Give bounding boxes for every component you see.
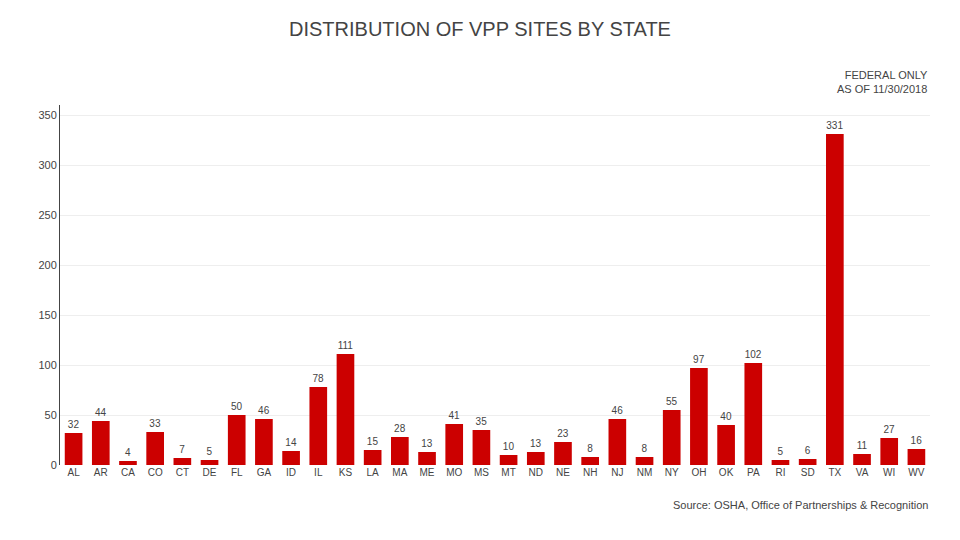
svg-text:46: 46 (612, 405, 624, 416)
svg-text:ND: ND (529, 467, 543, 478)
svg-text:DISTRIBUTION OF VPP SITES BY S: DISTRIBUTION OF VPP SITES BY STATE (289, 18, 671, 40)
svg-text:33: 33 (149, 418, 161, 429)
svg-text:NM: NM (637, 467, 653, 478)
svg-text:102: 102 (745, 349, 762, 360)
svg-text:15: 15 (367, 436, 379, 447)
svg-text:78: 78 (313, 373, 325, 384)
svg-text:OH: OH (691, 467, 706, 478)
svg-text:35: 35 (476, 416, 488, 427)
svg-text:5: 5 (207, 446, 213, 457)
svg-text:32: 32 (68, 419, 80, 430)
svg-text:WV: WV (908, 467, 924, 478)
svg-text:MT: MT (501, 467, 515, 478)
svg-text:13: 13 (530, 438, 542, 449)
svg-text:GA: GA (257, 467, 272, 478)
svg-text:8: 8 (587, 443, 593, 454)
svg-text:WI: WI (883, 467, 895, 478)
svg-text:6: 6 (805, 445, 811, 456)
svg-text:7: 7 (179, 444, 185, 455)
svg-text:0: 0 (51, 459, 57, 471)
svg-text:250: 250 (38, 209, 56, 221)
svg-text:RI: RI (775, 467, 785, 478)
svg-text:NH: NH (583, 467, 597, 478)
svg-text:27: 27 (883, 424, 895, 435)
svg-text:13: 13 (421, 438, 433, 449)
svg-text:KS: KS (339, 467, 353, 478)
svg-text:50: 50 (231, 401, 243, 412)
svg-text:40: 40 (720, 411, 732, 422)
svg-text:IL: IL (314, 467, 323, 478)
svg-text:200: 200 (38, 259, 56, 271)
svg-text:150: 150 (38, 309, 56, 321)
svg-text:44: 44 (95, 407, 107, 418)
svg-text:TX: TX (828, 467, 841, 478)
svg-text:4: 4 (125, 447, 131, 458)
svg-text:10: 10 (503, 441, 515, 452)
svg-text:100: 100 (38, 359, 56, 371)
svg-text:SD: SD (801, 467, 815, 478)
svg-text:ME: ME (420, 467, 435, 478)
svg-text:FL: FL (231, 467, 243, 478)
svg-text:55: 55 (666, 396, 678, 407)
svg-text:46: 46 (258, 405, 270, 416)
svg-text:Source: OSHA, Office of Partne: Source: OSHA, Office of Partnerships & R… (673, 499, 928, 511)
svg-text:41: 41 (448, 410, 460, 421)
svg-text:FEDERAL ONLYAS OF 11/30/2018: FEDERAL ONLYAS OF 11/30/2018 (837, 69, 928, 95)
svg-text:LA: LA (367, 467, 380, 478)
svg-text:AL: AL (67, 467, 80, 478)
svg-text:MS: MS (474, 467, 489, 478)
svg-text:8: 8 (642, 443, 648, 454)
svg-text:350: 350 (38, 109, 56, 121)
svg-text:28: 28 (394, 423, 406, 434)
svg-text:331: 331 (826, 120, 843, 131)
svg-text:PA: PA (747, 467, 760, 478)
svg-text:NE: NE (556, 467, 570, 478)
svg-text:11: 11 (857, 440, 868, 451)
svg-text:NY: NY (665, 467, 679, 478)
svg-text:111: 111 (338, 340, 354, 351)
svg-text:AR: AR (94, 467, 108, 478)
svg-text:MA: MA (392, 467, 407, 478)
svg-text:DE: DE (203, 467, 217, 478)
svg-text:16: 16 (911, 435, 923, 446)
svg-text:ID: ID (286, 467, 296, 478)
svg-text:5: 5 (777, 446, 783, 457)
svg-text:CA: CA (121, 467, 135, 478)
svg-text:CT: CT (176, 467, 189, 478)
svg-text:VA: VA (856, 467, 869, 478)
svg-text:OK: OK (719, 467, 734, 478)
svg-text:14: 14 (285, 437, 297, 448)
svg-text:97: 97 (693, 354, 705, 365)
svg-text:MO: MO (446, 467, 462, 478)
svg-text:CO: CO (148, 467, 163, 478)
svg-text:300: 300 (38, 159, 56, 171)
svg-text:23: 23 (557, 428, 569, 439)
svg-text:50: 50 (45, 409, 57, 421)
svg-text:NJ: NJ (611, 467, 623, 478)
